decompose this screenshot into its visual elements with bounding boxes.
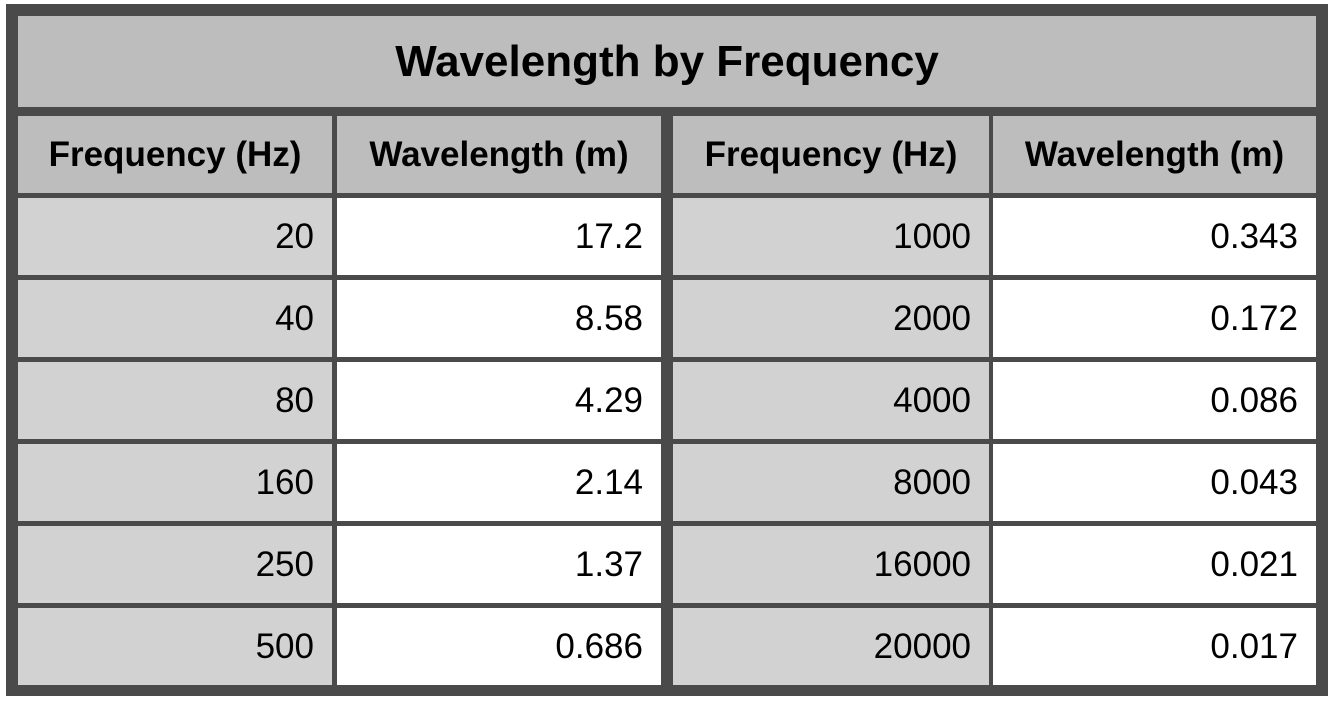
table-title: Wavelength by Frequency (18, 16, 1316, 107)
table-cell: 0.043 (993, 444, 1316, 521)
table-cell: 0.021 (993, 526, 1316, 603)
table-cell: 500 (18, 608, 332, 685)
table-cell: 4000 (673, 362, 989, 439)
table-cell: 4.29 (337, 362, 661, 439)
wavelength-table: Wavelength by Frequency Frequency (Hz) W… (6, 4, 1328, 696)
table-cell: 20000 (673, 608, 989, 685)
table-cell: 8.58 (337, 280, 661, 357)
table-cell: 250 (18, 526, 332, 603)
table-cell: 1.37 (337, 526, 661, 603)
header-wavelength-right: Wavelength (m) (993, 116, 1316, 193)
header-frequency-right: Frequency (Hz) (673, 116, 989, 193)
table-cell: 2000 (673, 280, 989, 357)
table-cell: 16000 (673, 526, 989, 603)
table-cell: 1000 (673, 198, 989, 275)
header-wavelength-left: Wavelength (m) (337, 116, 661, 193)
table-cell: 17.2 (337, 198, 661, 275)
table-cell: 0.343 (993, 198, 1316, 275)
table-cell: 2.14 (337, 444, 661, 521)
table-cell: 8000 (673, 444, 989, 521)
table-cell: 0.172 (993, 280, 1316, 357)
table-cell: 0.086 (993, 362, 1316, 439)
header-frequency-left: Frequency (Hz) (18, 116, 332, 193)
table-cell: 80 (18, 362, 332, 439)
table-cell: 20 (18, 198, 332, 275)
table-cell: 0.017 (993, 608, 1316, 685)
table-cell: 160 (18, 444, 332, 521)
table-cell: 40 (18, 280, 332, 357)
table-cell: 0.686 (337, 608, 661, 685)
